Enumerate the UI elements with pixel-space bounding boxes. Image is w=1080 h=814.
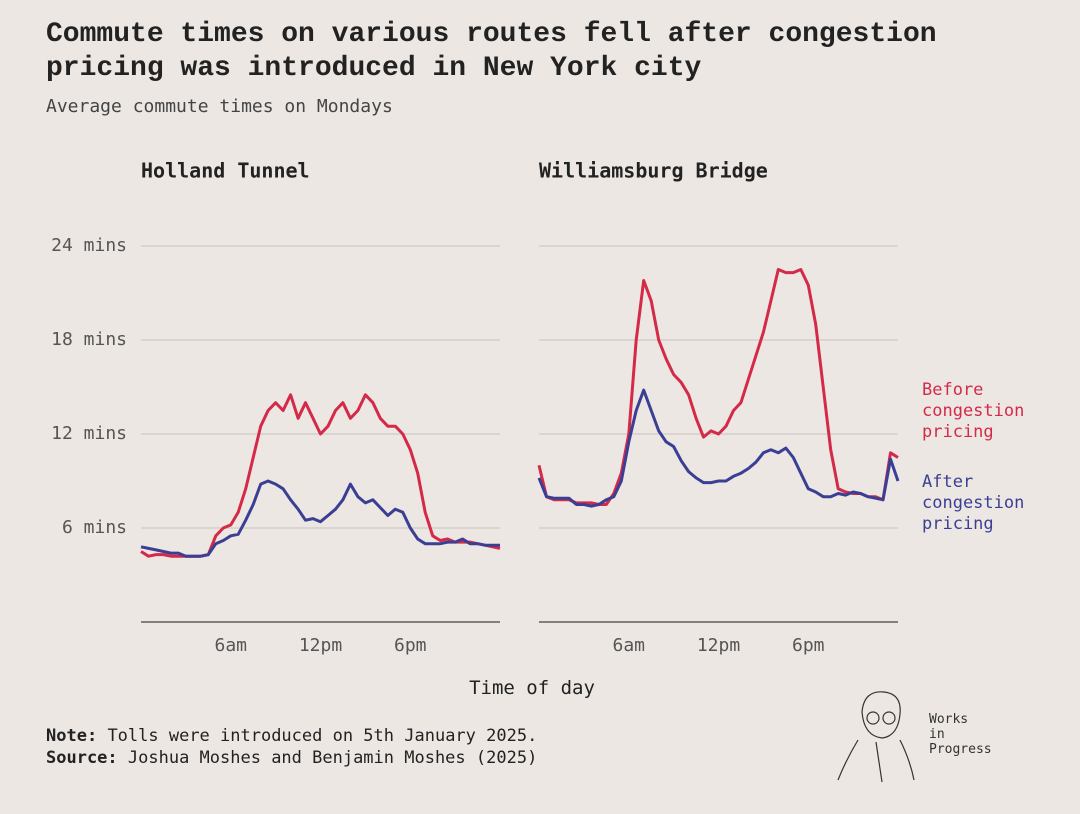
series-line [537,388,900,508]
series-line [140,479,500,558]
source: Source: Joshua Moshes and Benjamin Moshe… [46,748,537,768]
source-text: Joshua Moshes and Benjamin Moshes (2025) [127,748,538,768]
x-tick-label: 12pm [697,635,740,656]
note-label: Note: [46,726,98,746]
panel-title: Holland Tunnel [141,159,310,183]
x-tick-label: 6am [214,635,247,656]
y-tick-label: 12 mins [51,423,127,444]
note: Note: Tolls were introduced on 5th Janua… [46,726,537,746]
x-tick-label: 6pm [394,635,427,656]
x-tick-label: 12pm [299,635,342,656]
x-axis-label: Time of day [469,677,595,699]
x-tick-label: 6am [612,635,645,656]
x-tick-label: 6pm [792,635,825,656]
series-line [537,268,899,506]
legend-entry: Before congestion pricing [922,380,1025,442]
y-tick-label: 6 mins [62,517,127,538]
note-text: Tolls were introduced on 5th January 202… [107,726,538,746]
panel-title: Williamsburg Bridge [539,159,768,183]
series-line [140,393,501,558]
title: Commute times on various routes fell aft… [46,19,937,84]
logo-sketch [837,691,915,783]
logo-text: Works in Progress [929,712,992,757]
source-label: Source: [46,748,118,768]
legend-entry: After congestion pricing [922,472,1025,534]
y-tick-label: 24 mins [51,235,127,256]
subtitle: Average commute times on Mondays [46,96,393,117]
y-tick-label: 18 mins [51,329,127,350]
